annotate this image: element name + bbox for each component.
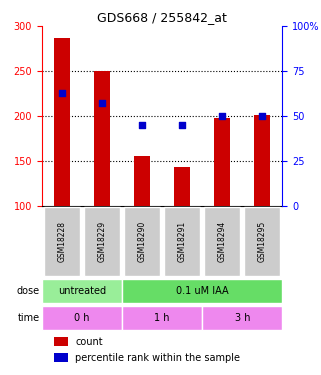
Bar bbox=[54, 38, 70, 206]
Point bbox=[260, 113, 265, 119]
FancyBboxPatch shape bbox=[244, 207, 281, 276]
Text: 0 h: 0 h bbox=[74, 313, 90, 323]
FancyBboxPatch shape bbox=[42, 306, 122, 330]
FancyBboxPatch shape bbox=[42, 279, 122, 303]
Point bbox=[220, 113, 225, 119]
Bar bbox=[134, 156, 150, 206]
Text: GSM18291: GSM18291 bbox=[178, 221, 187, 262]
Bar bbox=[54, 337, 68, 346]
Text: GSM18228: GSM18228 bbox=[57, 221, 66, 262]
FancyBboxPatch shape bbox=[164, 207, 200, 276]
FancyBboxPatch shape bbox=[84, 207, 120, 276]
Text: count: count bbox=[75, 337, 103, 346]
Text: time: time bbox=[18, 313, 40, 323]
Bar bbox=[214, 118, 230, 206]
Text: percentile rank within the sample: percentile rank within the sample bbox=[75, 353, 240, 363]
Text: GSM18294: GSM18294 bbox=[218, 221, 227, 262]
Text: dose: dose bbox=[17, 286, 40, 296]
FancyBboxPatch shape bbox=[204, 207, 240, 276]
Text: 0.1 uM IAA: 0.1 uM IAA bbox=[176, 286, 229, 296]
Point bbox=[100, 100, 105, 106]
Bar bbox=[254, 115, 270, 206]
Text: GSM18295: GSM18295 bbox=[258, 221, 267, 262]
Bar bbox=[174, 167, 190, 206]
FancyBboxPatch shape bbox=[44, 207, 80, 276]
Text: untreated: untreated bbox=[58, 286, 106, 296]
Title: GDS668 / 255842_at: GDS668 / 255842_at bbox=[97, 11, 227, 24]
FancyBboxPatch shape bbox=[124, 207, 160, 276]
Point bbox=[180, 122, 185, 128]
Text: 1 h: 1 h bbox=[154, 313, 170, 323]
FancyBboxPatch shape bbox=[202, 306, 282, 330]
FancyBboxPatch shape bbox=[122, 279, 282, 303]
Text: GSM18290: GSM18290 bbox=[137, 221, 147, 262]
Text: 3 h: 3 h bbox=[235, 313, 250, 323]
Bar bbox=[94, 71, 110, 206]
Text: GSM18229: GSM18229 bbox=[97, 221, 107, 262]
Point bbox=[59, 90, 64, 96]
Point bbox=[140, 122, 145, 128]
FancyBboxPatch shape bbox=[122, 306, 202, 330]
Bar bbox=[54, 353, 68, 362]
